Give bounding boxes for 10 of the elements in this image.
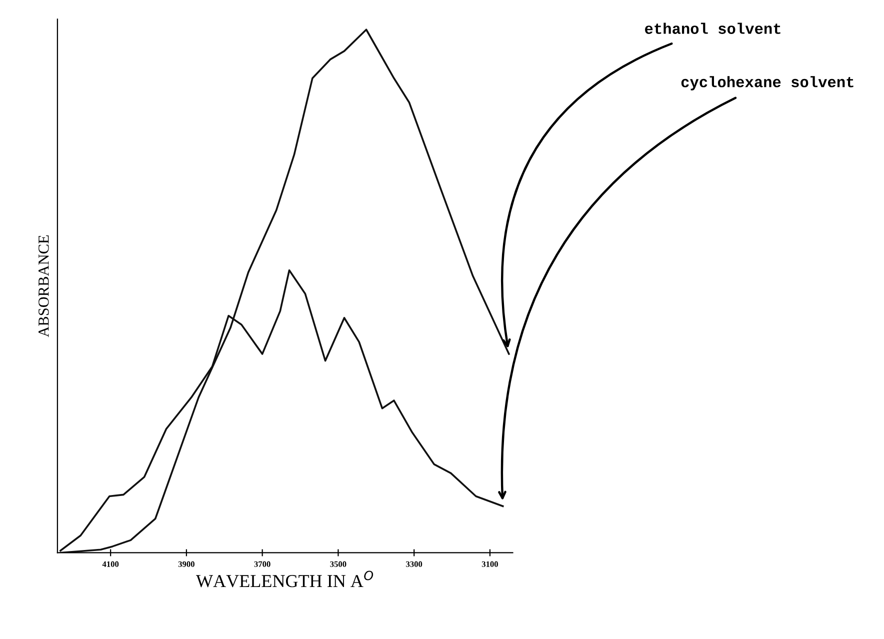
x-tick-label: 3100 [482,561,498,567]
x-tick-label: 4100 [102,561,119,567]
x-tick-label: 3500 [330,561,346,567]
x-tick-label: 3700 [254,561,270,567]
x-tick-label: 3900 [178,561,194,567]
x-tick-label: 3300 [406,561,422,567]
annotation: cyclohexane solvent [681,76,854,90]
y-axis-title: ABSORBANCE [38,235,49,338]
annotation: ethanol solvent [645,22,780,34]
x-axis-title: WAVELENGTH IN A$^{O}$ [196,570,374,588]
